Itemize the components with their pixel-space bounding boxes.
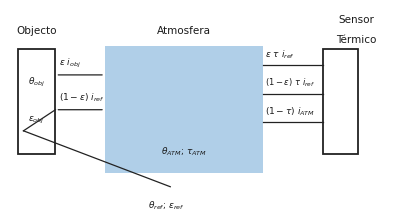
Bar xyxy=(323,49,358,154)
Text: $\varepsilon$ $\tau$ $i_{ref}$: $\varepsilon$ $\tau$ $i_{ref}$ xyxy=(265,48,295,61)
Text: $\theta_{ref}$; $\varepsilon_{ref}$: $\theta_{ref}$; $\varepsilon_{ref}$ xyxy=(148,199,185,211)
Text: Atmosfera: Atmosfera xyxy=(157,26,211,36)
Text: Térmico: Térmico xyxy=(336,35,377,45)
Text: $\varepsilon_{obj}$: $\varepsilon_{obj}$ xyxy=(29,115,45,126)
Bar xyxy=(18,49,55,154)
Text: $\theta_{ATM}$; $\tau_{ATM}$: $\theta_{ATM}$; $\tau_{ATM}$ xyxy=(161,146,207,158)
Text: Objecto: Objecto xyxy=(16,26,57,36)
Text: Sensor: Sensor xyxy=(339,15,374,25)
Text: $(1-\varepsilon)$ $\tau$ $i_{ref}$: $(1-\varepsilon)$ $\tau$ $i_{ref}$ xyxy=(265,77,316,89)
Text: $(1-\varepsilon)$ $i_{ref}$: $(1-\varepsilon)$ $i_{ref}$ xyxy=(59,92,105,104)
Text: $\theta_{obj}$: $\theta_{obj}$ xyxy=(28,76,45,89)
Text: $\varepsilon$ $i_{obj}$: $\varepsilon$ $i_{obj}$ xyxy=(59,57,81,70)
Bar xyxy=(105,46,263,173)
Text: $(1-\tau)$ $i_{ATM}$: $(1-\tau)$ $i_{ATM}$ xyxy=(265,105,315,118)
